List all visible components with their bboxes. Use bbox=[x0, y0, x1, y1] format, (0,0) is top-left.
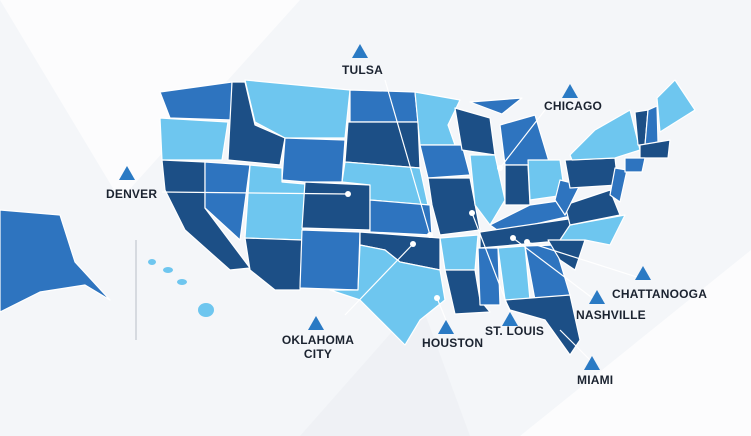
city-label: NASHVILLE bbox=[576, 308, 646, 322]
connectors bbox=[161, 79, 641, 361]
city-label: CHICAGO bbox=[544, 99, 603, 113]
city-label: MIAMI bbox=[577, 373, 614, 387]
city-label: DENVER bbox=[106, 187, 158, 201]
city-label: CHATTANOOGA bbox=[612, 287, 708, 301]
city-icons bbox=[119, 44, 651, 370]
city-label: HOUSTON bbox=[422, 336, 484, 350]
city-label: ST. LOUIS bbox=[485, 324, 545, 338]
city-dots bbox=[345, 165, 530, 301]
city-label: TULSA bbox=[342, 63, 383, 77]
states bbox=[0, 79, 696, 356]
city-label: OKLAHOMA CITY bbox=[281, 333, 355, 361]
